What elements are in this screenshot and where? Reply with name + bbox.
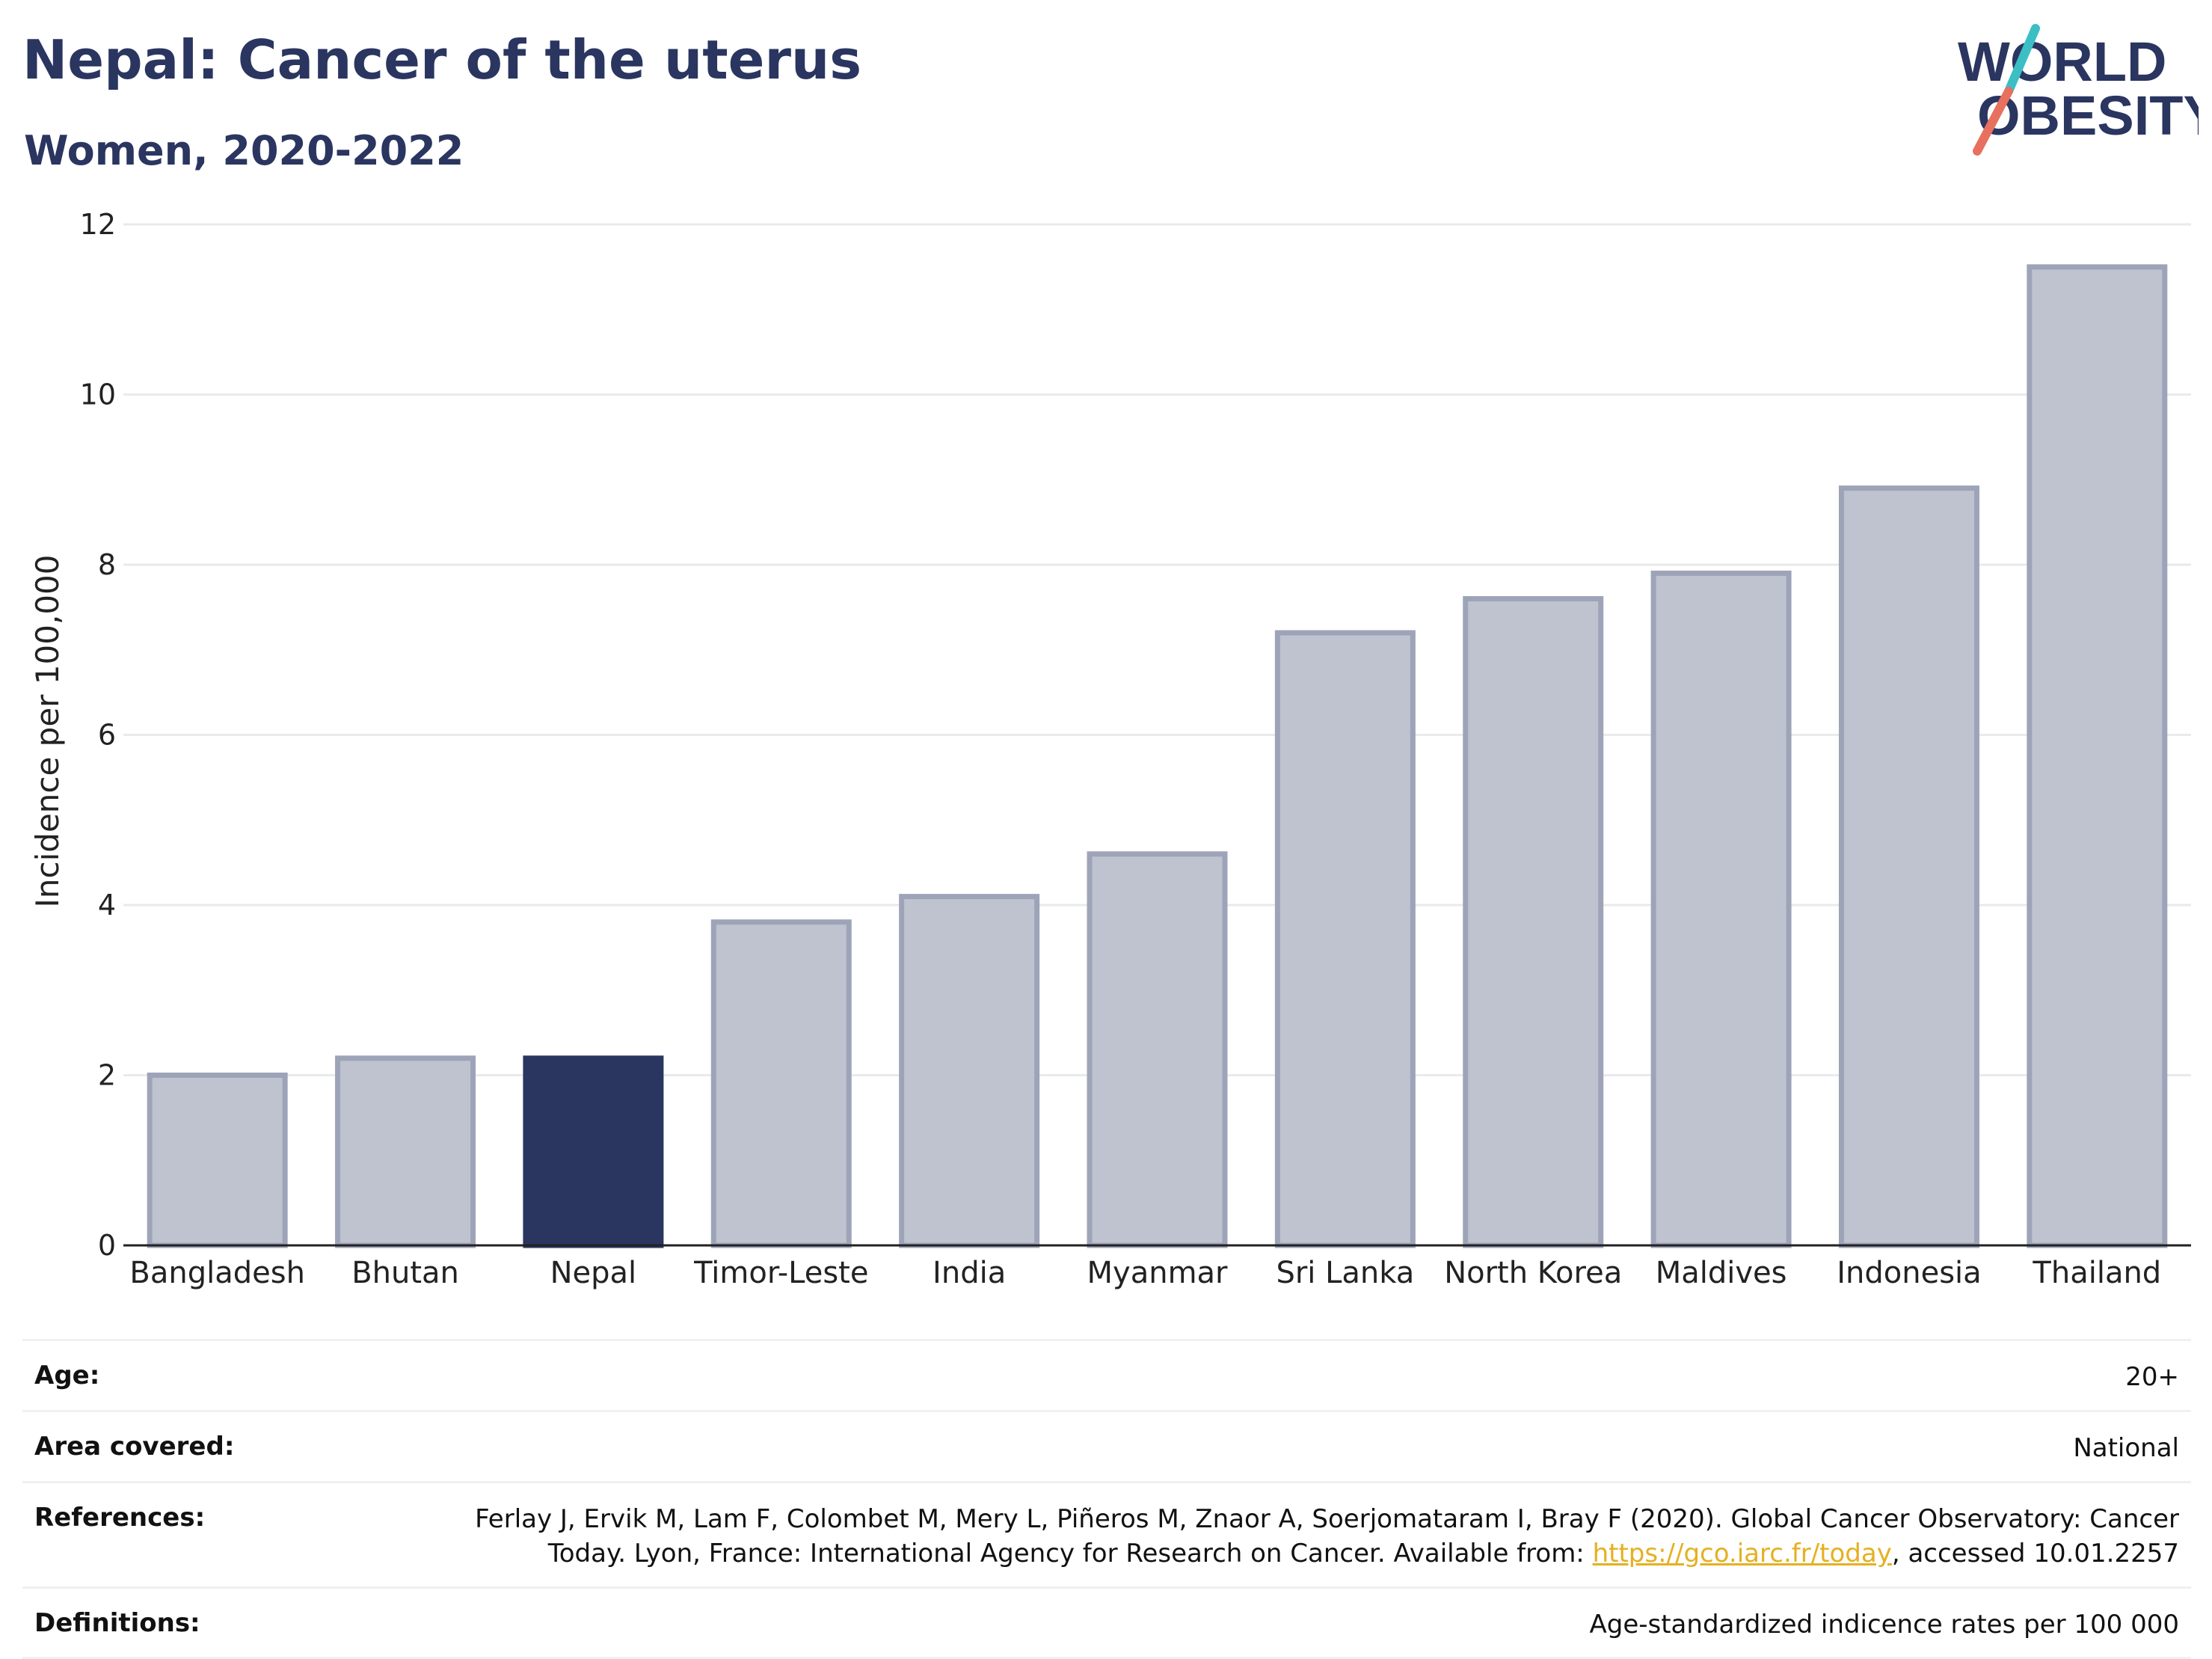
y-tick-label: 12 xyxy=(80,208,116,241)
age-label: Age: xyxy=(34,1361,100,1390)
bar-nepal xyxy=(523,1055,664,1248)
x-tick-label: Myanmar xyxy=(1087,1256,1229,1290)
bar-thailand xyxy=(2027,264,2168,1248)
references-text-1: Ferlay J, Ervik M, Lam F, Colombet M, Me… xyxy=(475,1503,2179,1568)
area-value: National xyxy=(2073,1432,2179,1463)
bar-indonesia xyxy=(1838,485,1979,1248)
bar-timor-leste xyxy=(710,919,852,1248)
x-tick-label: India xyxy=(933,1256,1006,1290)
bar-bhutan xyxy=(335,1055,476,1248)
definitions-label: Definitions: xyxy=(34,1607,200,1638)
x-tick-label: Indonesia xyxy=(1837,1256,1981,1290)
bar-north-korea xyxy=(1463,596,1604,1248)
logo-line-2: OBESITY xyxy=(1977,85,2199,147)
y-tick-label: 6 xyxy=(98,719,116,752)
meta-row-area: Area covered: National xyxy=(22,1409,2191,1481)
x-tick-label: Thailand xyxy=(2032,1256,2161,1290)
bar-india xyxy=(899,894,1040,1248)
references-link[interactable]: https://gco.iarc.fr/today xyxy=(1592,1538,1892,1568)
bar-chart: 0 2 4 6 8 10 12 Incidence per 100,000 Bangladesh… xyxy=(29,208,2191,1290)
x-tick-label: North Korea xyxy=(1444,1256,1622,1290)
x-tick-label: Maldives xyxy=(1656,1256,1787,1290)
y-tick-label: 4 xyxy=(98,889,116,922)
chart-subtitle: Women, 2020-2022 xyxy=(24,127,464,174)
definitions-value: Age-standardized indicence rates per 100… xyxy=(1589,1609,2179,1640)
bar-myanmar xyxy=(1087,851,1228,1248)
references-text-2: , accessed 10.01.2257 xyxy=(1891,1538,2179,1568)
x-tick-label: Bhutan xyxy=(351,1256,459,1290)
meta-row-definitions: Definitions: Age-standardized indicence … xyxy=(22,1586,2191,1659)
logo-slash-bottom xyxy=(1973,87,2013,156)
y-tick-label: 0 xyxy=(98,1229,116,1262)
x-tick-label: Timor-Leste xyxy=(693,1256,868,1290)
chart-title: Nepal: Cancer of the uterus xyxy=(22,28,862,91)
x-tick-label: Bangladesh xyxy=(129,1256,305,1290)
bar-bangladesh xyxy=(147,1073,288,1248)
bar-sri-lanka xyxy=(1274,630,1416,1248)
y-axis-label: Incidence per 100,000 xyxy=(29,555,66,908)
references-label: References: xyxy=(34,1502,206,1533)
y-tick-label: 10 xyxy=(80,378,116,411)
metadata-table: Age: 20+ Area covered: National Referenc… xyxy=(22,1339,2191,1659)
logo-slash-top xyxy=(2004,24,2040,96)
x-tick-label: Nepal xyxy=(550,1256,637,1290)
logo-line-1: WORLD xyxy=(1958,31,2167,93)
meta-row-age: Age: 20+ xyxy=(22,1339,2191,1410)
area-label: Area covered: xyxy=(34,1431,235,1462)
references-value: Ferlay J, Ervik M, Lam F, Colombet M, Me… xyxy=(459,1503,2179,1571)
bar-maldives xyxy=(1650,570,1792,1248)
age-value: 20+ xyxy=(2125,1362,2179,1392)
y-tick-label: 2 xyxy=(98,1059,116,1092)
x-tick-label: Sri Lanka xyxy=(1276,1256,1414,1290)
meta-row-references: References: Ferlay J, Ervik M, Lam F, Co… xyxy=(22,1480,2191,1586)
y-tick-label: 8 xyxy=(98,548,116,581)
world-obesity-logo: WORLD OBESITY xyxy=(1958,24,2199,156)
